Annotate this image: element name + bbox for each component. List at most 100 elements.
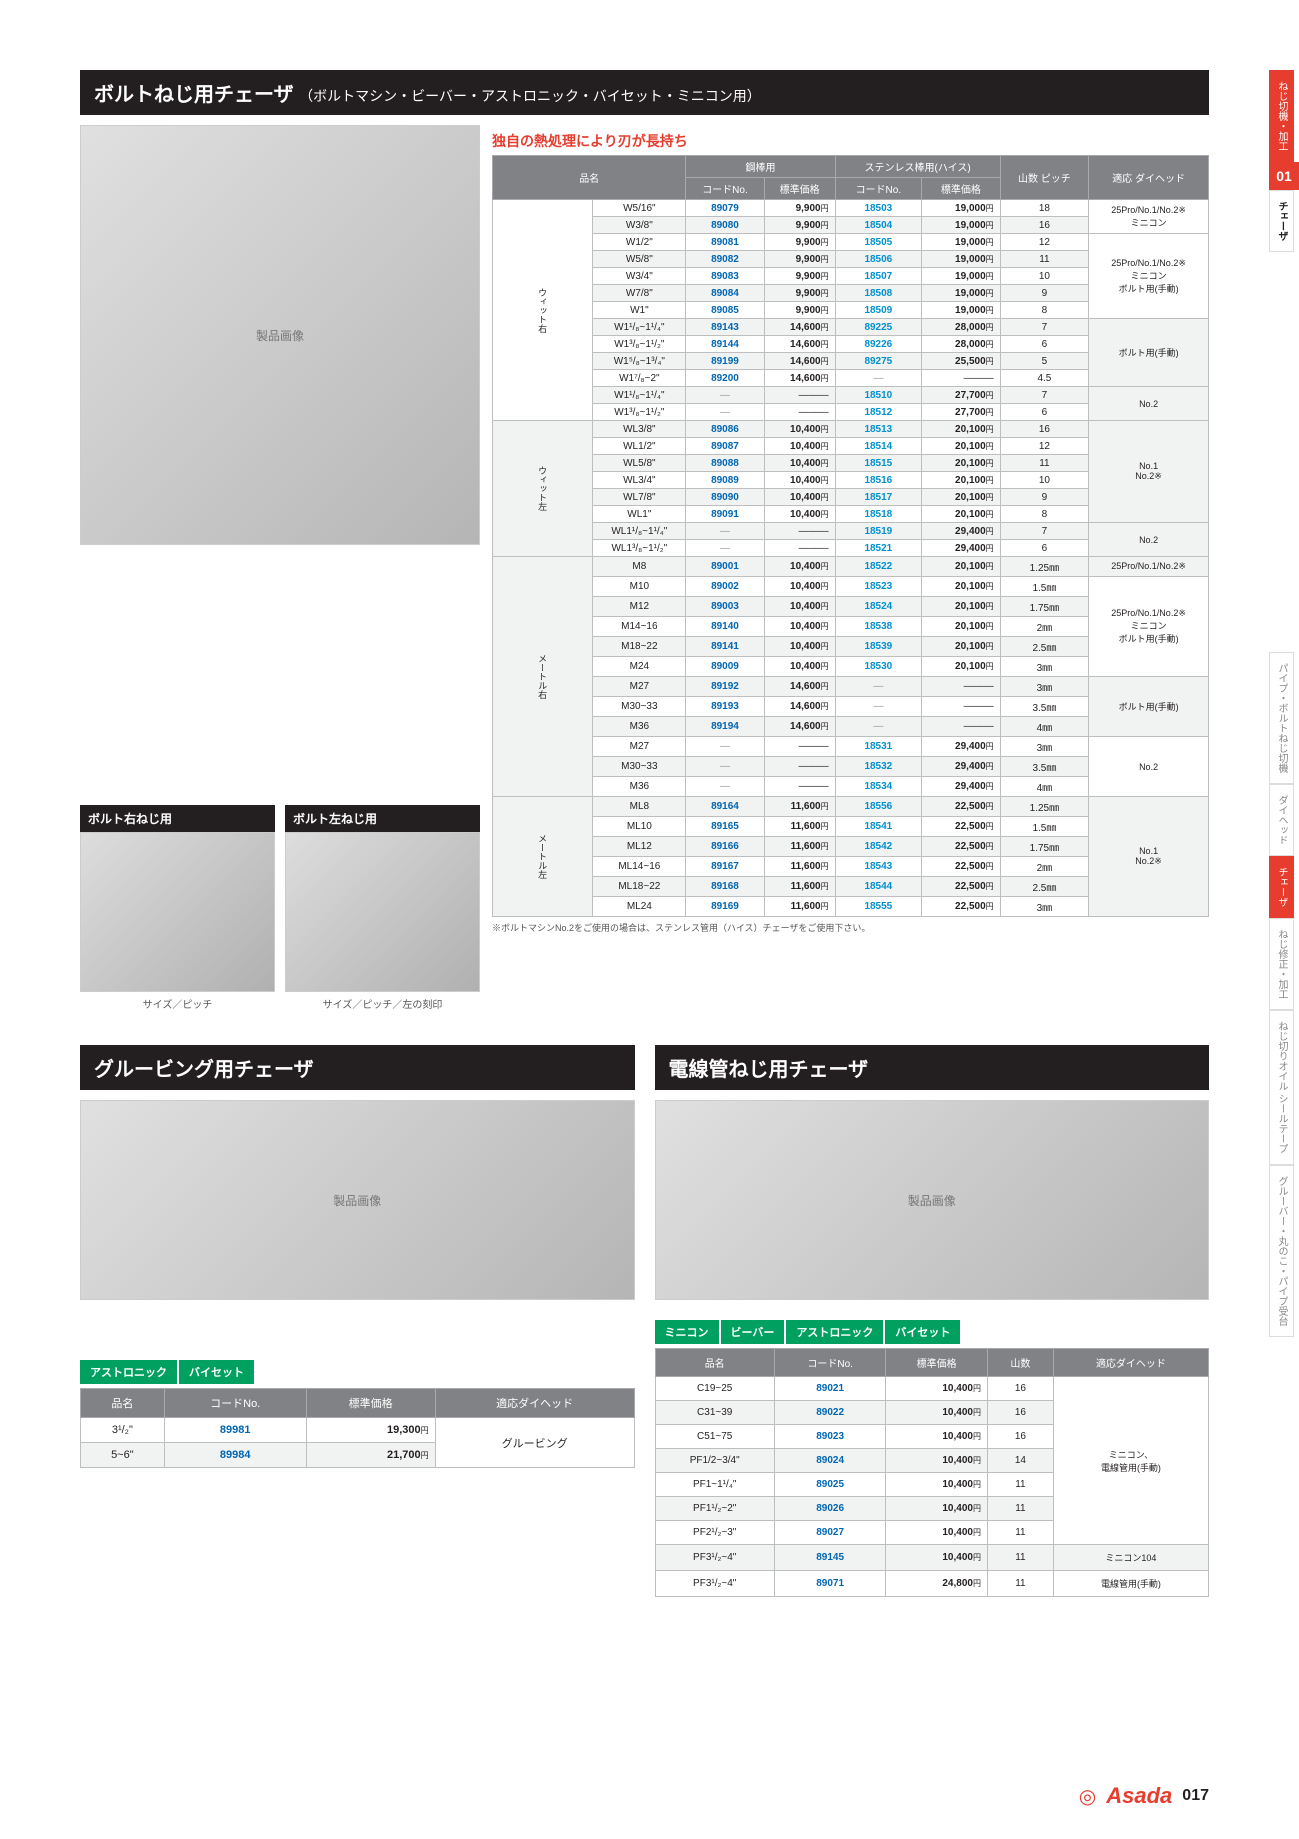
cell: 3.5㎜ — [1000, 697, 1089, 717]
cell: 89021 — [774, 1377, 886, 1401]
cell: 27,700円 — [922, 404, 1001, 421]
cell: W1³/₈~1¹/₂" — [593, 404, 686, 421]
cell: 29,400円 — [922, 757, 1001, 777]
cell: 20,100円 — [922, 597, 1001, 617]
cell: 21,700円 — [306, 1443, 435, 1468]
cell: 10 — [1000, 472, 1089, 489]
cell: ML8 — [593, 797, 686, 817]
table-sec3: 品名 コードNo. 標準価格 山数 適応ダイヘッド C19~258902110,… — [655, 1348, 1210, 1597]
cell: WL5/8" — [593, 455, 686, 472]
cell: M27 — [593, 677, 686, 697]
cell: 2.5㎜ — [1000, 637, 1089, 657]
cell: W1¹/₈~1¹/₄" — [593, 387, 686, 404]
cell: 89071 — [774, 1571, 886, 1597]
cell: 18541 — [835, 817, 921, 837]
cell: 18532 — [835, 757, 921, 777]
cell: 89082 — [686, 251, 764, 268]
thumb-label-1: ボルト左ねじ用 — [285, 805, 480, 832]
cell: ——— — [764, 540, 835, 557]
cell: 20,100円 — [922, 421, 1001, 438]
footnote: ※ボルトマシンNo.2をご使用の場合は、ステンレス管用（ハイス）チェーザをご使用… — [492, 921, 1209, 934]
cell: 9,900円 — [764, 268, 835, 285]
cell: PF1¹/₂~2" — [655, 1497, 774, 1521]
cell: 9,900円 — [764, 217, 835, 234]
cell: 89984 — [164, 1443, 306, 1468]
cell: 18513 — [835, 421, 921, 438]
cell: W1/2" — [593, 234, 686, 251]
cell: 2.5㎜ — [1000, 877, 1089, 897]
cell: C19~25 — [655, 1377, 774, 1401]
diehead-cell: 電線管用(手動) — [1053, 1571, 1208, 1597]
cell: 89145 — [774, 1545, 886, 1571]
badge: アストロニック — [786, 1320, 883, 1344]
cell: 89022 — [774, 1401, 886, 1425]
cell: 89025 — [774, 1473, 886, 1497]
table-row: W1¹/₈~1¹/₄"————1851027,700円7No.2 — [493, 387, 1209, 404]
cell: 20,100円 — [922, 472, 1001, 489]
th-price2: 標準価格 — [922, 178, 1001, 200]
cell: 8 — [1000, 302, 1089, 319]
cell: W1" — [593, 302, 686, 319]
cell: 89200 — [686, 370, 764, 387]
cell: 89084 — [686, 285, 764, 302]
th-steel: 鋼棒用 — [686, 156, 835, 178]
side-sub: チェーザ — [1269, 190, 1294, 252]
product-photo-2: 製品画像 — [80, 1100, 635, 1300]
cell: 89002 — [686, 577, 764, 597]
cell: 89140 — [686, 617, 764, 637]
table-row: メートル右M88900110,400円1852220,100円1.25㎜25Pr… — [493, 557, 1209, 577]
cell: 10,400円 — [764, 421, 835, 438]
cell: 10,400円 — [764, 617, 835, 637]
cell: 10,400円 — [764, 506, 835, 523]
cell: 5~6" — [81, 1443, 165, 1468]
side-tab-2: チェーザ — [1269, 856, 1294, 918]
th-code1: コードNo. — [686, 178, 764, 200]
group-label: メートル右 — [493, 557, 593, 797]
diehead-cell: 25Pro/No.1/No.2※ — [1089, 557, 1209, 577]
cell: PF2¹/₂~3" — [655, 1521, 774, 1545]
cell: 6 — [1000, 404, 1089, 421]
cell: WL1" — [593, 506, 686, 523]
cell: 89226 — [835, 336, 921, 353]
cell: M36 — [593, 777, 686, 797]
cell: 20,100円 — [922, 455, 1001, 472]
cell: 20,100円 — [922, 506, 1001, 523]
cell: 2㎜ — [1000, 857, 1089, 877]
section3-title: 電線管ねじ用チェーザ — [669, 1059, 869, 1081]
cell: 89079 — [686, 200, 764, 217]
cell: 89001 — [686, 557, 764, 577]
cell: PF1/2~3/4" — [655, 1449, 774, 1473]
cell: 18531 — [835, 737, 921, 757]
cell: 3㎜ — [1000, 677, 1089, 697]
cell: 3㎜ — [1000, 737, 1089, 757]
cell: 89192 — [686, 677, 764, 697]
cell: 18555 — [835, 897, 921, 917]
main-table: 品名 鋼棒用 ステンレス棒用(ハイス) 山数 ピッチ 適応 ダイヘッド コードN… — [492, 155, 1209, 917]
cell: 11 — [987, 1545, 1053, 1571]
th-code2: コードNo. — [835, 178, 921, 200]
cell: 11,600円 — [764, 837, 835, 857]
cell: 18543 — [835, 857, 921, 877]
t2-name: 品名 — [81, 1389, 165, 1418]
cell: 10,400円 — [886, 1449, 988, 1473]
cell: 18530 — [835, 657, 921, 677]
th-head: 適応 ダイヘッド — [1089, 156, 1209, 200]
cell: 11 — [987, 1521, 1053, 1545]
cell: 11 — [1000, 455, 1089, 472]
cell: 2㎜ — [1000, 617, 1089, 637]
cell: 18 — [1000, 200, 1089, 217]
cell: 19,300円 — [306, 1418, 435, 1443]
cell: 10,400円 — [886, 1401, 988, 1425]
cell: 89026 — [774, 1497, 886, 1521]
thumb-left: ボルト左ねじ用 サイズ／ピッチ／左の刻印 — [285, 805, 480, 1015]
cell: 18542 — [835, 837, 921, 857]
cell: 3¹/₂" — [81, 1418, 165, 1443]
cell: 89087 — [686, 438, 764, 455]
table-row: M278919214,600円————3㎜ボルト用(手動) — [493, 677, 1209, 697]
cell: 89144 — [686, 336, 764, 353]
cell: 10,400円 — [764, 438, 835, 455]
cell: WL7/8" — [593, 489, 686, 506]
cell: 89141 — [686, 637, 764, 657]
t3-name: 品名 — [655, 1349, 774, 1377]
footer-logo: Asada — [1106, 1783, 1172, 1809]
